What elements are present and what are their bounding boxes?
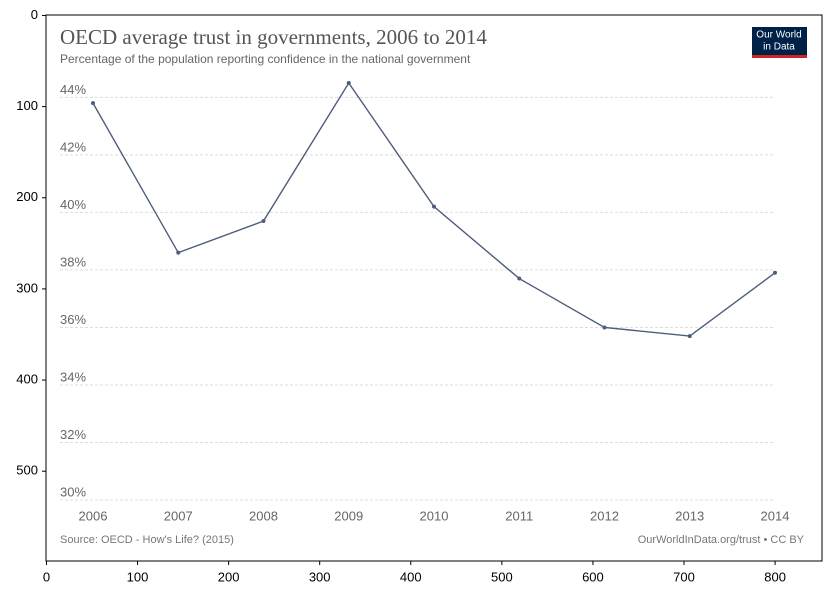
data-point bbox=[517, 276, 522, 281]
x-tick-label: 2013 bbox=[675, 508, 704, 523]
logo-bar bbox=[752, 55, 807, 58]
chart-title: OECD average trust in governments, 2006 … bbox=[60, 25, 487, 49]
x-tick-label: 2006 bbox=[79, 508, 108, 523]
y-tick-label: 42% bbox=[60, 139, 86, 154]
y-tick-label: 36% bbox=[60, 312, 86, 327]
data-point bbox=[687, 334, 692, 339]
x-tick-label: 400 bbox=[400, 569, 422, 584]
y-tick-label: 100 bbox=[16, 98, 38, 113]
y-tick-label: 400 bbox=[16, 372, 38, 387]
y-tick-label: 34% bbox=[60, 369, 86, 384]
x-tick-label: 2012 bbox=[590, 508, 619, 523]
y-tick-label: 40% bbox=[60, 197, 86, 212]
y-tick-label: 300 bbox=[16, 280, 38, 295]
credit: OurWorldInData.org/trust • CC BY bbox=[638, 534, 805, 546]
image-frame bbox=[45, 14, 823, 562]
x-tick-label: 200 bbox=[218, 569, 240, 584]
data-point bbox=[432, 204, 436, 209]
data-point bbox=[261, 219, 266, 224]
y-tick-label: 38% bbox=[60, 254, 86, 269]
x-tick-label: 100 bbox=[127, 569, 149, 584]
logo-text: in Data bbox=[763, 42, 795, 53]
data-point bbox=[346, 81, 351, 85]
x-tick-label: 2010 bbox=[420, 508, 449, 523]
x-tick-label: 800 bbox=[764, 569, 786, 584]
y-tick-label: 30% bbox=[60, 484, 86, 499]
x-tick-label: 2011 bbox=[505, 508, 533, 523]
y-tick-label: 44% bbox=[60, 82, 86, 97]
x-tick-label: 2014 bbox=[761, 508, 790, 523]
x-tick-label: 600 bbox=[582, 569, 604, 584]
y-tick-label: 200 bbox=[16, 189, 38, 204]
data-point bbox=[176, 250, 181, 255]
y-tick-label: 32% bbox=[60, 427, 86, 442]
logo-text: Our World bbox=[756, 30, 801, 41]
x-tick-label: 700 bbox=[673, 569, 695, 584]
source: Source: OECD - How's Life? (2015) bbox=[60, 534, 234, 546]
x-tick-label: 0 bbox=[43, 569, 50, 584]
data-point bbox=[602, 325, 607, 330]
y-tick-label: 0 bbox=[31, 7, 38, 22]
chart-subtitle: Percentage of the population reporting c… bbox=[60, 52, 471, 66]
x-tick-label: 2007 bbox=[164, 508, 193, 523]
x-tick-label: 2009 bbox=[334, 508, 363, 523]
x-tick-label: 500 bbox=[491, 569, 513, 584]
data-point bbox=[91, 101, 95, 106]
y-tick-label: 500 bbox=[16, 463, 38, 478]
x-tick-label: 300 bbox=[309, 569, 331, 584]
x-tick-label: 2008 bbox=[249, 508, 278, 523]
logo-box bbox=[752, 27, 807, 55]
data-point bbox=[773, 270, 777, 275]
